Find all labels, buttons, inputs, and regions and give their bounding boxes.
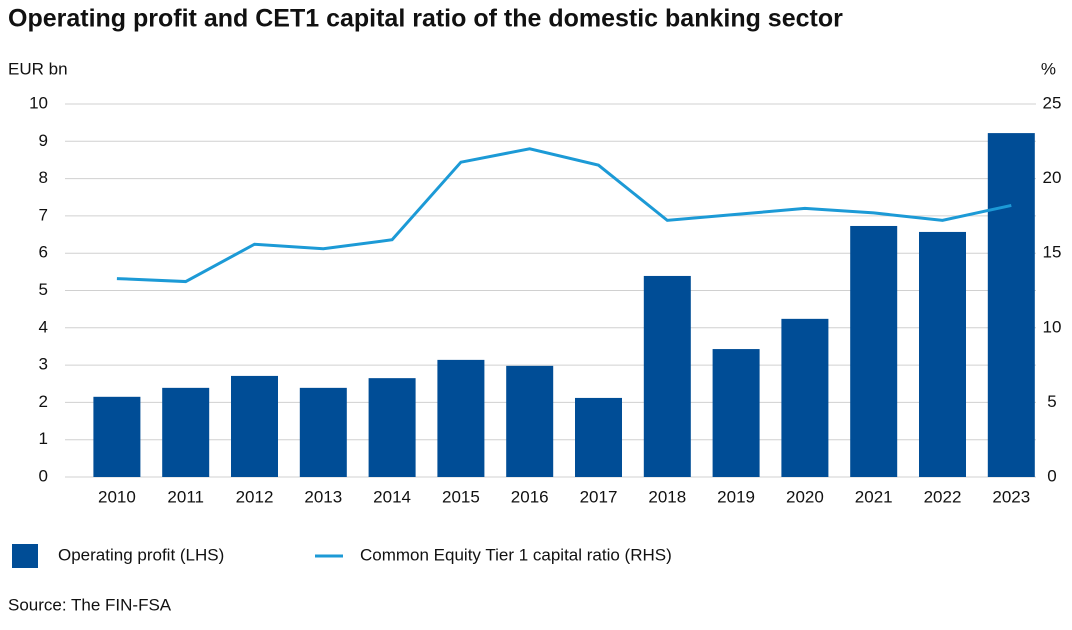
x-tick-label: 2014 [373, 487, 411, 506]
y-tick-label: 3 [39, 355, 48, 374]
y2-tick-label: 5 [1047, 392, 1056, 411]
x-tick-label: 2023 [992, 487, 1030, 506]
chart-title: Operating profit and CET1 capital ratio … [8, 5, 843, 33]
y-tick-label: 2 [39, 392, 48, 411]
bar [575, 397, 622, 477]
bar [437, 359, 485, 477]
y2-tick-label: 20 [1043, 168, 1062, 187]
x-tick-label: 2016 [511, 487, 549, 506]
y-tick-label: 0 [39, 466, 48, 485]
x-tick-label: 2022 [924, 487, 962, 506]
y-tick-label: 10 [29, 93, 48, 112]
y2-tick-label: 0 [1047, 466, 1056, 485]
x-tick-label: 2018 [648, 487, 686, 506]
y-tick-label: 9 [39, 131, 48, 150]
x-tick-label: 2015 [442, 487, 480, 506]
y-tick-label: 4 [39, 317, 48, 336]
x-tick-label: 2020 [786, 487, 824, 506]
bar [643, 275, 691, 477]
y-tick-label: 7 [39, 205, 48, 224]
x-tick-label: 2013 [304, 487, 342, 506]
legend-label: Operating profit (LHS) [58, 545, 224, 564]
x-tick-label: 2011 [167, 487, 204, 506]
bar [368, 378, 416, 477]
legend-swatch [12, 544, 38, 568]
y-tick-label: 1 [39, 429, 48, 448]
line [116, 147, 1012, 284]
y2-tick-label: 25 [1043, 93, 1062, 112]
y-tick-label: 5 [39, 280, 48, 299]
bar [299, 387, 347, 477]
bar [781, 318, 829, 477]
y2-tick-label: 10 [1043, 317, 1062, 336]
bar [506, 365, 554, 477]
y-tick-label: 8 [39, 168, 48, 187]
bar [850, 225, 898, 477]
y-tick-label: 6 [39, 243, 48, 262]
x-tick-label: 2021 [855, 487, 893, 506]
bar [162, 387, 210, 477]
y2-axis-label: % [1041, 59, 1056, 78]
x-tick-label: 2010 [98, 487, 136, 506]
bar [987, 133, 1035, 477]
x-tick-label: 2012 [236, 487, 274, 506]
x-tick-label: 2019 [717, 487, 755, 506]
bar [919, 231, 966, 477]
x-tick-label: 2017 [580, 487, 618, 506]
y2-tick-label: 15 [1043, 243, 1062, 262]
bar [93, 396, 141, 477]
bar [712, 349, 760, 477]
source: Source: The FIN-FSA [8, 595, 172, 614]
bar [231, 375, 278, 477]
legend-label: Common Equity Tier 1 capital ratio (RHS) [360, 545, 672, 564]
y-axis-label: EUR bn [8, 59, 68, 78]
